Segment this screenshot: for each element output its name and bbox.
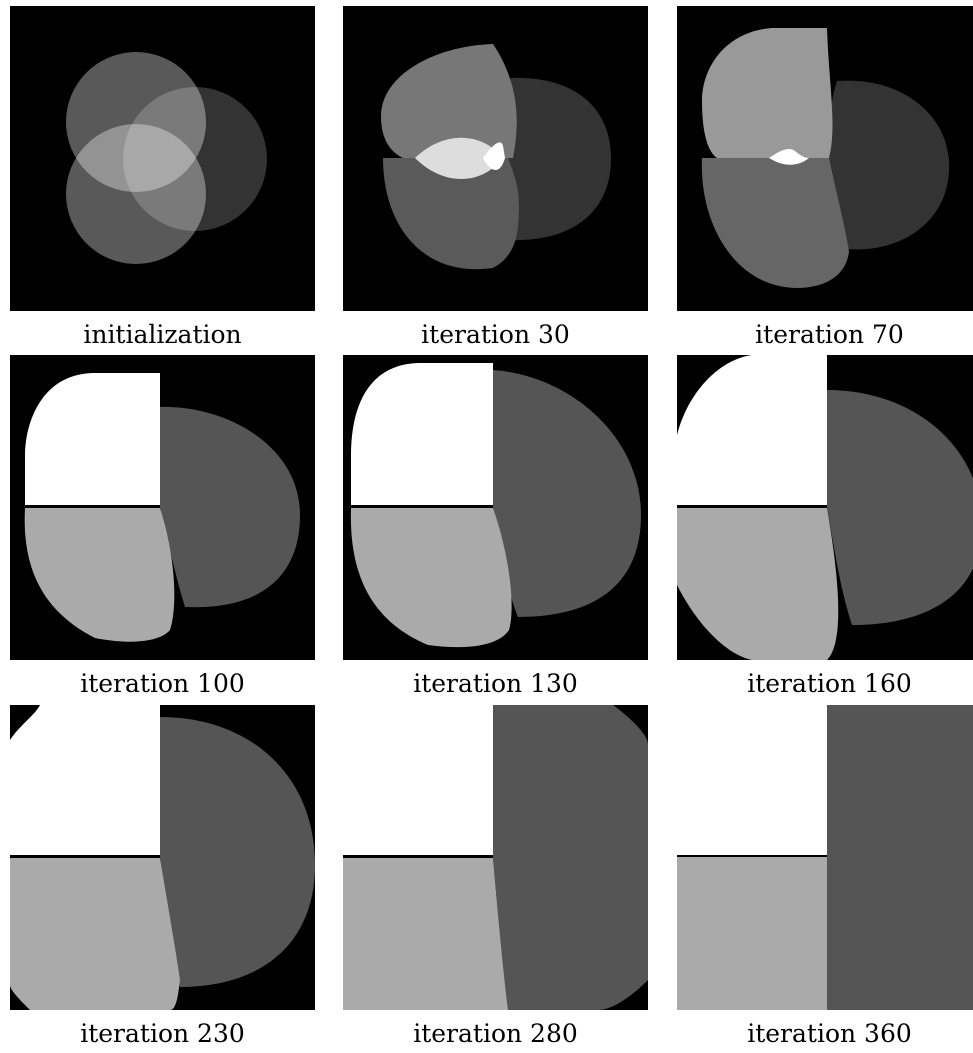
panel-image (677, 705, 973, 1010)
panel-svg (677, 705, 973, 1010)
panel-iteration-130: iteration 130 (343, 355, 648, 703)
panel-iteration-360: iteration 360 (677, 705, 973, 1053)
panel-image (677, 355, 973, 660)
panel-iteration-30: iteration 30 (343, 6, 648, 354)
panel-svg (677, 6, 973, 311)
panel-iteration-160: iteration 160 (677, 355, 973, 703)
panel-caption: iteration 130 (413, 669, 578, 698)
panel-image (343, 355, 648, 660)
panel-image (10, 355, 315, 660)
panel-image (343, 6, 648, 311)
panel-initialization: initialization (10, 6, 315, 354)
panel-svg (10, 705, 315, 1010)
panel-caption: iteration 30 (421, 320, 570, 349)
panel-caption: iteration 360 (747, 1019, 912, 1048)
panel-iteration-100: iteration 100 (10, 355, 315, 703)
panel-image (677, 6, 973, 311)
panel-caption: initialization (83, 320, 242, 349)
panel-svg (10, 6, 315, 311)
panel-svg (343, 705, 648, 1010)
panel-caption: iteration 160 (747, 669, 912, 698)
panel-svg (343, 355, 648, 660)
panel-svg (677, 355, 973, 660)
panel-caption: iteration 280 (413, 1019, 578, 1048)
panel-image (10, 705, 315, 1010)
panel-image (10, 6, 315, 311)
panel-iteration-280: iteration 280 (343, 705, 648, 1053)
panel-caption: iteration 100 (80, 669, 245, 698)
panel-caption: iteration 230 (80, 1019, 245, 1048)
panel-iteration-230: iteration 230 (10, 705, 315, 1053)
panel-caption: iteration 70 (755, 320, 904, 349)
panel-image (343, 705, 648, 1010)
panel-svg (10, 355, 315, 660)
panel-svg (343, 6, 648, 311)
panel-iteration-70: iteration 70 (677, 6, 973, 354)
